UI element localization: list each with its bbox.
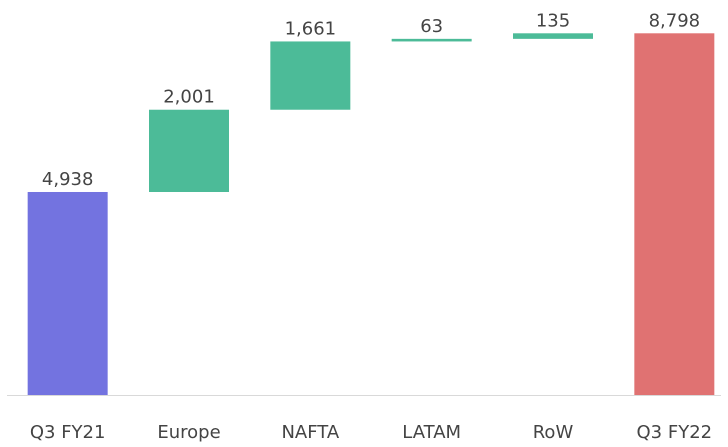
bar (149, 109, 229, 192)
bar (391, 38, 472, 42)
value-label: 8,798 (649, 10, 701, 31)
x-tick-label: Europe (157, 422, 220, 443)
x-tick-label: Q3 FY22 (637, 422, 713, 443)
value-label: 63 (420, 16, 443, 37)
x-tick-label: LATAM (402, 422, 461, 443)
value-label: 4,938 (42, 169, 94, 190)
x-tick-label: RoW (533, 422, 574, 443)
x-tick-label: NAFTA (281, 422, 339, 443)
bar (270, 41, 351, 110)
bar (513, 33, 593, 39)
value-label: 1,661 (285, 18, 337, 39)
value-label: 135 (536, 10, 570, 31)
bar (27, 191, 108, 395)
bar (634, 33, 715, 395)
x-tick-label: Q3 FY21 (30, 422, 106, 443)
value-label: 2,001 (163, 87, 215, 108)
